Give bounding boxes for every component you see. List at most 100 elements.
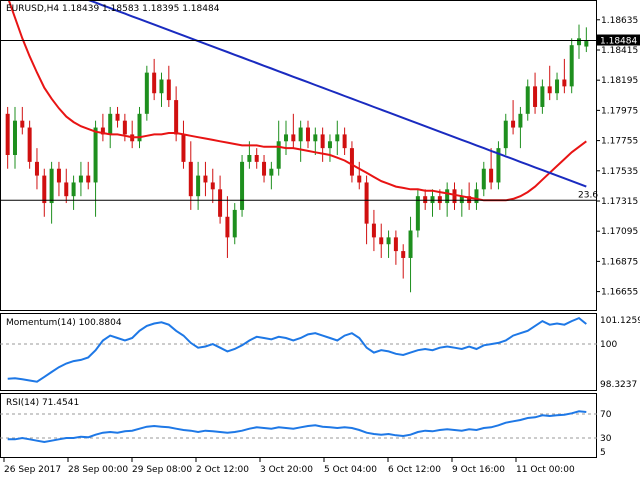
rsi-line bbox=[7, 410, 587, 444]
candle-body bbox=[430, 196, 435, 204]
rsi-pane-frame bbox=[0, 393, 597, 458]
rsi-axis-5: 5 bbox=[600, 448, 606, 458]
time-tick-label: 6 Oct 12:00 bbox=[388, 465, 441, 475]
price-tick-label: 1.17315 bbox=[601, 197, 638, 207]
candle-body bbox=[481, 168, 486, 190]
candle-body bbox=[474, 189, 479, 204]
candle-body bbox=[174, 100, 179, 135]
candle-body bbox=[254, 155, 259, 162]
candle-body bbox=[56, 168, 61, 183]
momentum-axis-max: 101.1259 bbox=[600, 316, 640, 326]
candle-body bbox=[342, 134, 347, 149]
candle-body bbox=[379, 237, 384, 245]
candle-body bbox=[240, 161, 245, 210]
candle-body bbox=[284, 134, 289, 142]
candle-body bbox=[298, 127, 303, 142]
time-tick-label: 9 Oct 16:00 bbox=[452, 465, 505, 475]
candle-body bbox=[569, 45, 574, 87]
candle-body bbox=[547, 86, 552, 94]
candle-body bbox=[511, 120, 516, 128]
price-tick-label: 1.18415 bbox=[601, 46, 638, 56]
candle-body bbox=[489, 168, 494, 183]
candle-body bbox=[49, 168, 54, 204]
candle-body bbox=[401, 251, 406, 258]
candle-body bbox=[196, 175, 201, 197]
candle-body bbox=[5, 113, 10, 155]
candle-body bbox=[262, 161, 267, 176]
candle-body bbox=[225, 216, 230, 238]
candle-body bbox=[423, 196, 428, 204]
candle-body bbox=[12, 120, 17, 155]
price-pane[interactable]: 1.18635 1.18415 1.18195 1.17975 1.17755 1.175… bbox=[0, 0, 640, 311]
price-tick-label: 1.17095 bbox=[601, 227, 638, 237]
candle-body bbox=[269, 168, 274, 176]
candle-body bbox=[349, 148, 354, 176]
candle-body bbox=[144, 72, 149, 114]
time-axis: 26 Sep 2017 28 Sep 00:00 29 Sep 08:00 2 Oct… bbox=[3, 458, 575, 475]
rsi-axis-70: 70 bbox=[600, 410, 612, 420]
candle-body bbox=[166, 79, 171, 101]
candle-body bbox=[108, 113, 113, 135]
candle-body bbox=[577, 38, 582, 46]
candle-body bbox=[232, 209, 237, 238]
candle-body bbox=[313, 134, 318, 142]
candle-body bbox=[452, 189, 457, 204]
time-tick-label: 28 Sep 00:00 bbox=[68, 465, 128, 475]
symbol-header: EURUSD,H4 1.18439 1.18583 1.18395 1.1848… bbox=[6, 4, 220, 14]
candle-body bbox=[459, 196, 464, 204]
candle-body bbox=[371, 223, 376, 238]
candle-body bbox=[122, 120, 127, 135]
candle-body bbox=[327, 141, 332, 149]
price-tick-label: 1.18635 bbox=[601, 16, 638, 26]
candle-body bbox=[276, 141, 281, 169]
candle-body bbox=[42, 175, 47, 204]
candle-body bbox=[518, 113, 523, 128]
price-tick-label: 1.16655 bbox=[601, 288, 638, 298]
candle-body bbox=[584, 41, 589, 47]
candle-body bbox=[540, 86, 545, 107]
candle-body bbox=[20, 120, 25, 128]
candlestick-series bbox=[5, 24, 589, 293]
price-tick-label: 1.17975 bbox=[601, 106, 638, 116]
candle-body bbox=[34, 161, 39, 176]
momentum-line bbox=[7, 316, 587, 383]
momentum-axis-mid: 100 bbox=[600, 340, 617, 350]
candle-body bbox=[247, 155, 252, 162]
fibonacci-level-label: 23.6 bbox=[578, 190, 598, 200]
candle-body bbox=[71, 182, 76, 197]
candle-body bbox=[357, 175, 362, 183]
candle-body bbox=[188, 161, 193, 197]
time-tick-label: 2 Oct 12:00 bbox=[196, 465, 249, 475]
price-tick-label: 1.17535 bbox=[601, 167, 638, 177]
candle-body bbox=[408, 230, 413, 258]
moving-average-slow bbox=[88, 1, 587, 188]
candle-body bbox=[467, 196, 472, 204]
rsi-pane[interactable]: RSI(14) 71.4541 70 30 5 bbox=[0, 393, 612, 459]
candle-body bbox=[93, 127, 98, 183]
candle-body bbox=[78, 175, 83, 183]
current-price-label: 1.18484 bbox=[600, 37, 637, 47]
candle-body bbox=[152, 72, 157, 94]
candle-body bbox=[393, 237, 398, 252]
momentum-pane[interactable]: Momentum(14) 100.8804 101.1259 100 98.32… bbox=[0, 313, 640, 391]
candle-body bbox=[291, 134, 296, 142]
candle-body bbox=[305, 127, 310, 142]
candle-body bbox=[137, 113, 142, 142]
candle-body bbox=[533, 86, 538, 107]
price-tick-label: 1.16875 bbox=[601, 257, 638, 267]
candle-body bbox=[115, 113, 120, 121]
time-tick-label: 3 Oct 20:00 bbox=[260, 465, 313, 475]
candle-body bbox=[100, 127, 105, 135]
candle-body bbox=[203, 175, 208, 183]
candle-body bbox=[496, 148, 501, 183]
candle-body bbox=[27, 127, 32, 162]
candle-body bbox=[159, 79, 164, 94]
candle-body bbox=[562, 79, 567, 87]
time-tick-label: 11 Oct 00:00 bbox=[516, 465, 575, 475]
price-pane-frame bbox=[0, 0, 597, 311]
rsi-axis-30: 30 bbox=[600, 434, 612, 444]
candle-body bbox=[525, 86, 530, 114]
candle-body bbox=[364, 182, 369, 224]
